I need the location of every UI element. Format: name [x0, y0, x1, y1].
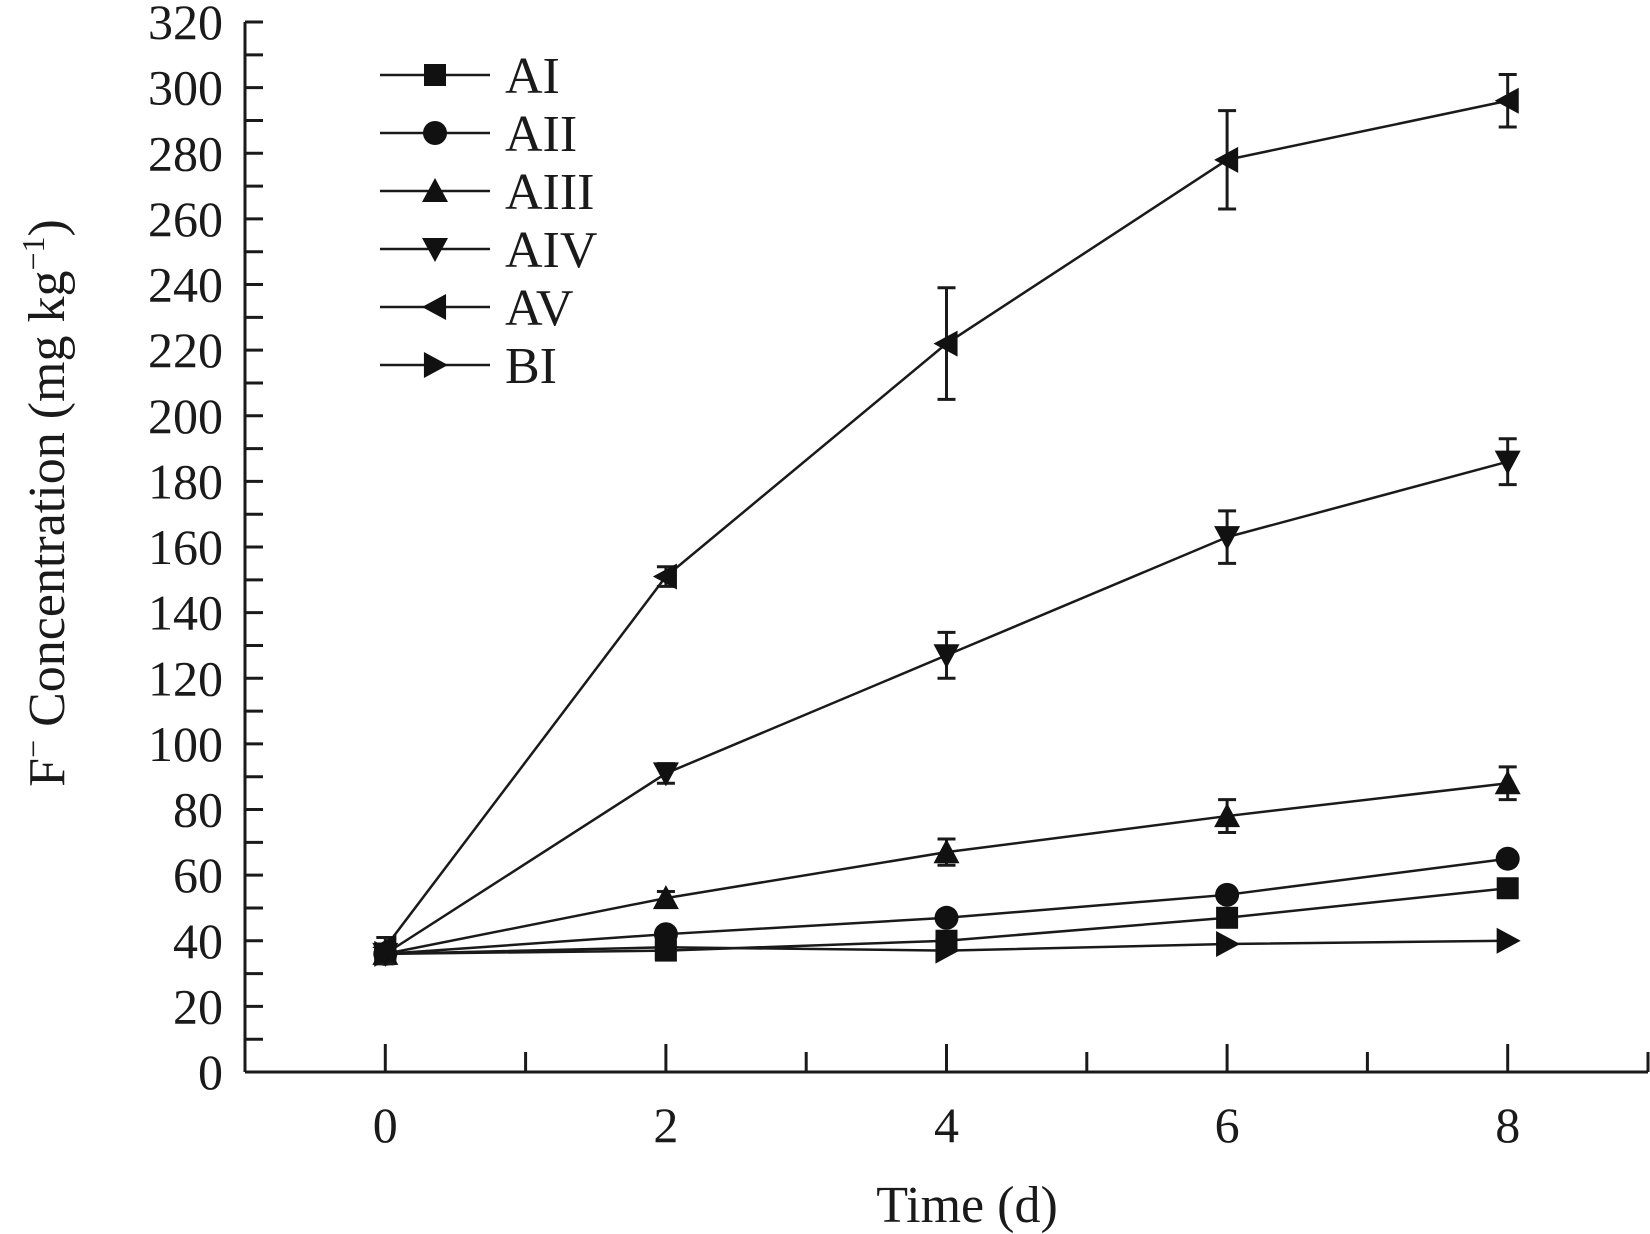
data-point: [933, 330, 958, 357]
legend-marker: [424, 64, 446, 86]
y-tick-label: 320: [148, 0, 223, 50]
y-axis-title: F− Concentration (mg kg−1): [15, 219, 76, 787]
y-tick-label: 280: [148, 125, 223, 181]
legend-label: BI: [505, 338, 557, 395]
y-tick-label: 0: [198, 1044, 223, 1100]
data-point: [1214, 146, 1239, 173]
data-point: [934, 905, 959, 930]
data-point: [1495, 846, 1520, 871]
plot-area: [372, 73, 1521, 967]
data-point: [933, 644, 960, 669]
y-tick-label: 20: [173, 978, 223, 1034]
data-point: [1216, 931, 1241, 958]
data-point: [1216, 906, 1239, 929]
y-tick-label: 180: [148, 453, 223, 509]
data-point: [654, 934, 679, 961]
legend-marker: [423, 121, 447, 145]
x-tick-label: 8: [1495, 1097, 1520, 1153]
x-tick-label: 6: [1215, 1097, 1240, 1153]
legend-item: AIII: [380, 164, 595, 221]
x-tick-label: 4: [934, 1097, 959, 1153]
y-axis-title-prefix-sup: −: [15, 740, 51, 758]
data-point: [652, 762, 679, 787]
data-point: [1214, 803, 1241, 828]
y-tick-label: 120: [148, 650, 223, 706]
data-point: [374, 940, 399, 967]
legend-item: AII: [380, 106, 577, 163]
y-axis-title-main: Concentration (mg kg: [19, 271, 76, 740]
legend-label: AI: [505, 48, 560, 105]
series-AIV: [372, 437, 1521, 967]
data-point: [1494, 770, 1521, 795]
data-point: [1496, 877, 1519, 900]
x-axis-title: Time (d): [876, 1177, 1058, 1234]
y-tick-label: 200: [148, 388, 223, 444]
data-point: [935, 937, 960, 964]
ticks: 0204060801001201401601802002202402602803…: [148, 0, 1650, 1153]
legend-item: AIV: [380, 222, 597, 279]
y-axis-title-sup: −1: [15, 236, 51, 270]
legend-marker: [422, 178, 448, 203]
y-tick-label: 240: [148, 257, 223, 313]
x-tick-label: 0: [373, 1097, 398, 1153]
legend-item: AI: [380, 48, 560, 105]
y-tick-label: 80: [173, 782, 223, 838]
legend-label: AIII: [505, 164, 595, 221]
series-BI: [374, 927, 1521, 967]
legend-marker: [422, 237, 448, 262]
data-point: [1496, 927, 1521, 954]
data-point: [1494, 450, 1521, 475]
y-tick-label: 40: [173, 913, 223, 969]
legend-marker: [422, 294, 447, 320]
data-point: [1214, 526, 1241, 551]
legend-item: AV: [380, 280, 573, 337]
y-tick-label: 220: [148, 322, 223, 378]
legend-label: AII: [505, 106, 577, 163]
legend-marker: [423, 352, 448, 378]
y-axis-title-prefix: F: [19, 758, 76, 787]
y-tick-label: 100: [148, 716, 223, 772]
y-tick-label: 140: [148, 585, 223, 641]
y-tick-label: 260: [148, 191, 223, 247]
x-tick-label: 2: [653, 1097, 678, 1153]
legend-label: AV: [505, 280, 573, 337]
y-tick-label: 60: [173, 847, 223, 903]
series-AV: [372, 73, 1519, 961]
legend-label: AIV: [505, 222, 597, 279]
data-point: [1494, 87, 1519, 114]
y-tick-label: 160: [148, 519, 223, 575]
y-axis-title-suffix: ): [19, 219, 76, 236]
y-tick-label: 300: [148, 60, 223, 116]
data-point: [652, 885, 679, 910]
data-point: [1215, 882, 1240, 907]
data-point: [652, 563, 677, 590]
data-point: [933, 839, 960, 864]
legend-item: BI: [380, 338, 557, 395]
